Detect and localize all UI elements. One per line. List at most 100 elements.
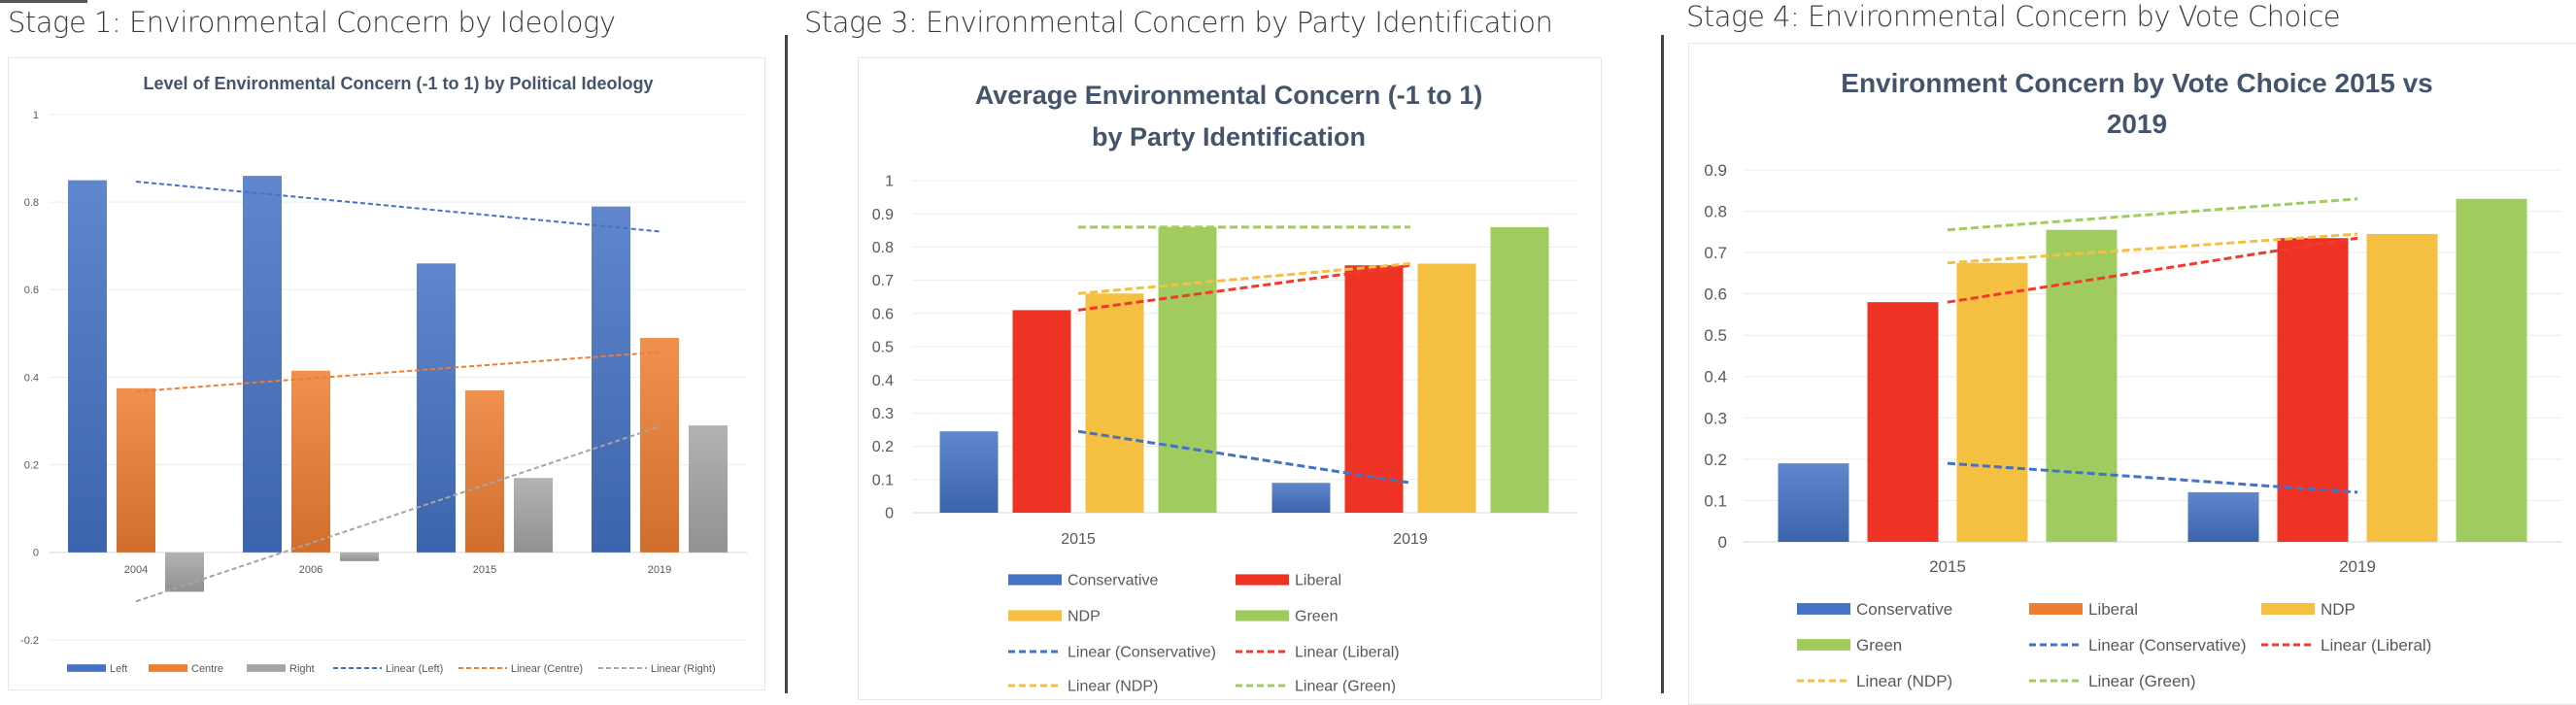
trendline-green [1947, 197, 2358, 232]
bar-green-2015 [1158, 226, 1217, 513]
y-tick-label: 0.3 [872, 406, 894, 422]
y-tick-label: 0.4 [872, 373, 894, 389]
y-tick-label: 0.1 [1704, 491, 1727, 510]
legend-label: Liberal [1295, 573, 1341, 589]
bar-liberal-2015 [1867, 302, 1939, 542]
legend-label: Linear (Centre) [511, 663, 583, 675]
legend-label: Left [110, 663, 127, 675]
tab-underline [0, 0, 87, 3]
y-tick-label: 0.2 [24, 460, 39, 472]
legend-item: Conservative [1008, 573, 1158, 589]
legend-swatch [247, 664, 286, 672]
legend-label: Linear (Conservative) [1068, 645, 1216, 661]
bar-centre-2019 [640, 337, 679, 553]
bar-conservative-2015 [1778, 463, 1849, 542]
legend-item: NDP [1008, 609, 1101, 625]
y-tick-label: 0.7 [1704, 244, 1727, 262]
y-tick-label: 0.4 [1704, 368, 1727, 386]
stage-3-heading: Stage 3: Environmental Concern by Party … [804, 6, 1553, 39]
legend-label: Linear (Green) [1295, 679, 1396, 693]
bar-right-2015 [514, 478, 553, 553]
bar-conservative-2019 [1271, 483, 1331, 513]
legend-item: Linear (Conservative) [1008, 645, 1216, 661]
legend-swatch [67, 664, 106, 672]
bar-conservative-2019 [2187, 491, 2259, 542]
legend-item: NDP [2261, 600, 2356, 619]
legend-item: Linear (Liberal) [2261, 636, 2431, 655]
legend-item: Green [1236, 609, 1338, 625]
legend-label: Conservative [1068, 573, 1158, 589]
legend-label: Green [1856, 636, 1902, 655]
legend-swatch [1797, 639, 1850, 651]
y-tick-label: 0.7 [872, 273, 894, 289]
bar-green-2019 [1490, 226, 1549, 513]
legend-swatch [1008, 574, 1062, 586]
trendline-right [135, 425, 661, 603]
legend-item: Conservative [1797, 600, 1952, 619]
bar-green-2019 [2456, 198, 2527, 543]
chart-title: Environment Concern by Vote Choice 2015 … [1841, 68, 2432, 98]
trendline-conservative [1077, 429, 1411, 485]
trendline-ndp [1947, 232, 2358, 265]
legend-label: NDP [1068, 609, 1101, 625]
legend-label: Linear (Right) [651, 663, 716, 675]
y-tick-label: 0.8 [24, 197, 39, 209]
legend-label: Linear (Green) [2088, 672, 2196, 690]
y-tick-label: 0.2 [1704, 451, 1727, 469]
legend-label: NDP [2321, 600, 2356, 619]
chart-1-frame [8, 57, 765, 690]
y-tick-label: 0.8 [1704, 203, 1727, 221]
bar-left-2004 [68, 180, 107, 553]
legend-item: Linear (NDP) [1797, 672, 1952, 690]
legend-label: Linear (Liberal) [2321, 636, 2431, 655]
x-tick-label: 2019 [648, 564, 671, 576]
x-tick-label: 2015 [1929, 557, 1966, 576]
stage-4-heading: Stage 4: Environmental Concern by Vote C… [1686, 0, 2341, 33]
bar-green-2015 [2046, 229, 2118, 542]
legend-label: Liberal [2088, 600, 2138, 619]
legend-item: Centre [149, 663, 223, 675]
y-tick-label: 0.8 [872, 240, 894, 256]
chart-2: Average Environmental Concern (-1 to 1) b… [872, 81, 1577, 693]
x-tick-label: 2015 [1061, 531, 1096, 548]
y-tick-label: 0 [33, 548, 39, 559]
trendline-centre [135, 351, 661, 393]
panel-divider [1661, 35, 1664, 693]
x-tick-label: 2019 [2339, 557, 2376, 576]
y-tick-label: 0.9 [1704, 161, 1727, 180]
chart-title: 2019 [2107, 109, 2167, 139]
y-tick-label: 1 [885, 174, 894, 190]
legend-item: Linear (Green) [1236, 679, 1396, 693]
bar-ndp-2019 [2366, 233, 2438, 542]
legend-item: Linear (Centre) [458, 663, 583, 675]
bar-liberal-2019 [1344, 265, 1404, 513]
legend-item: Linear (Left) [333, 663, 443, 675]
chart-3: Environment Concern by Vote Choice 2015 … [1704, 68, 2562, 690]
legend-label: Linear (Conservative) [2088, 636, 2247, 655]
y-tick-label: 0.1 [872, 472, 894, 488]
x-tick-label: 2004 [124, 564, 148, 576]
bar-left-2015 [417, 263, 456, 553]
bar-centre-2006 [291, 370, 330, 553]
y-tick-label: 0.5 [1704, 326, 1727, 345]
bar-right-2006 [340, 552, 379, 561]
bar-ndp-2015 [1085, 293, 1144, 513]
legend-swatch [2029, 603, 2083, 615]
y-tick-label: 0.6 [872, 306, 894, 322]
y-tick-label: 1 [33, 110, 39, 121]
legend-item: Linear (Conservative) [2029, 636, 2247, 655]
x-tick-label: 2006 [299, 564, 322, 576]
legend-label: Centre [191, 663, 223, 675]
legend-item: Green [1797, 636, 1902, 655]
legend-item: Liberal [1236, 573, 1341, 589]
y-tick-label: 0.6 [24, 285, 39, 296]
legend-item: Linear (NDP) [1008, 679, 1158, 693]
legend-swatch [1797, 603, 1850, 615]
bar-centre-2015 [465, 390, 504, 553]
bar-right-2019 [689, 425, 728, 553]
chart-title: by Party Identification [1092, 122, 1366, 151]
y-tick-label: 0.5 [872, 340, 894, 356]
y-tick-label: 0 [1718, 533, 1727, 552]
legend-swatch [1236, 574, 1289, 586]
